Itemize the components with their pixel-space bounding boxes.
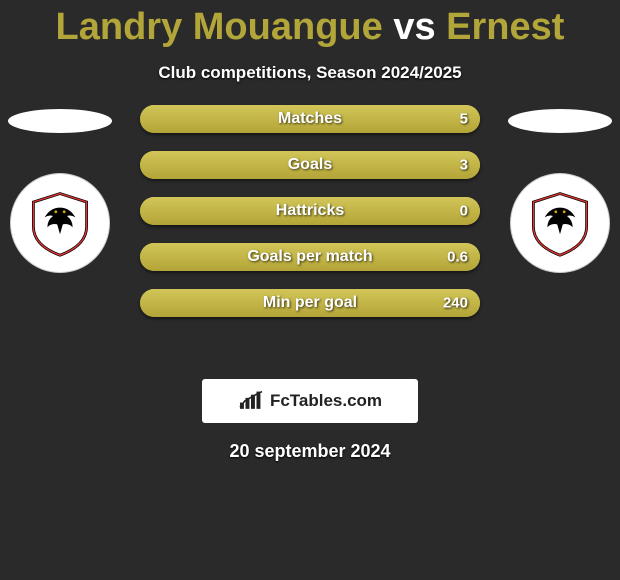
player1-name: Landry Mouangue [56, 6, 383, 48]
stat-bar-goals: Goals 3 [140, 151, 480, 179]
stat-bar-right-value: 0 [460, 203, 468, 220]
stat-bar-matches: Matches 5 [140, 105, 480, 133]
stat-bar-label: Min per goal [263, 294, 357, 312]
shield-eagle-icon [525, 188, 595, 258]
stat-bar-label: Hattricks [276, 202, 344, 220]
stat-bar-right-value: 5 [460, 111, 468, 128]
comparison-title: Landry Mouangue vs Ernest [0, 0, 620, 49]
source-logo-text: FcTables.com [270, 391, 382, 411]
player2-photo-placeholder [508, 109, 612, 133]
source-logo: FcTables.com [202, 379, 418, 423]
stat-bar-goals-per-match: Goals per match 0.6 [140, 243, 480, 271]
title-vs: vs [393, 6, 435, 48]
bar-chart-icon [238, 390, 264, 412]
stat-bar-label: Goals per match [247, 248, 372, 266]
player1-club-badge [10, 173, 110, 273]
player2-club-badge [510, 173, 610, 273]
stat-bar-label: Goals [288, 156, 332, 174]
stat-bars: Matches 5 Goals 3 Hattricks 0 Goals per match 0… [140, 105, 480, 335]
stat-bar-right-value: 3 [460, 157, 468, 174]
player1-photo-placeholder [8, 109, 112, 133]
player1-column [0, 105, 120, 273]
stat-bar-right-value: 0.6 [447, 249, 468, 266]
report-date: 20 september 2024 [0, 441, 620, 462]
stat-bar-right-value: 240 [443, 295, 468, 312]
player2-name: Ernest [446, 6, 564, 48]
comparison-body: Matches 5 Goals 3 Hattricks 0 Goals per match 0… [0, 105, 620, 365]
stat-bar-hattricks: Hattricks 0 [140, 197, 480, 225]
shield-eagle-icon [25, 188, 95, 258]
subtitle: Club competitions, Season 2024/2025 [0, 63, 620, 83]
stat-bar-min-per-goal: Min per goal 240 [140, 289, 480, 317]
stat-bar-label: Matches [278, 110, 342, 128]
player2-column [500, 105, 620, 273]
